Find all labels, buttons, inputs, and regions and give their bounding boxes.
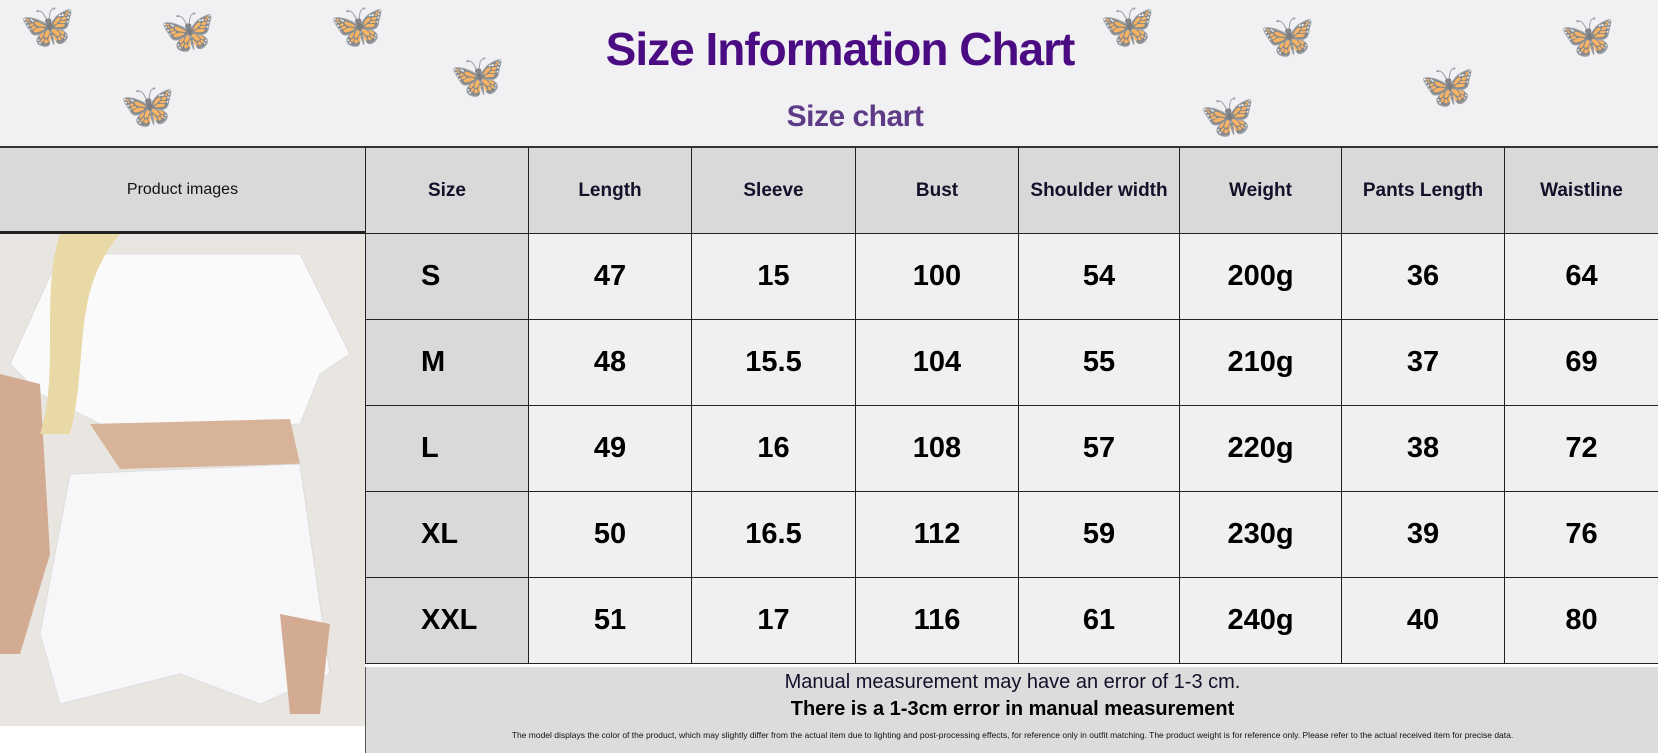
table-cell: 17	[692, 578, 856, 664]
butterfly-icon: 🦋	[20, 2, 75, 51]
table-cell: 69	[1505, 320, 1658, 406]
size-label: XL	[366, 492, 529, 578]
table-cell: 48	[529, 320, 692, 406]
column-header: Pants Length	[1342, 148, 1505, 234]
header-banner: 🦋 🦋 🦋 🦋 🦋 🦋 🦋 🦋 🦋 🦋 Size Information Cha…	[0, 0, 1658, 148]
column-header: Waistline	[1505, 148, 1658, 234]
table-cell: 51	[529, 578, 692, 664]
table-cell: 50	[529, 492, 692, 578]
butterfly-icon: 🦋	[1420, 62, 1475, 111]
table-cell: 220g	[1180, 406, 1342, 492]
table-cell: 47	[529, 234, 692, 320]
table-cell: 55	[1019, 320, 1180, 406]
table-cell: 40	[1342, 578, 1505, 664]
table-cell: 230g	[1180, 492, 1342, 578]
butterfly-icon: 🦋	[1560, 12, 1615, 61]
butterfly-icon: 🦋	[1100, 2, 1155, 51]
size-label: S	[366, 234, 529, 320]
table-cell: 76	[1505, 492, 1658, 578]
product-photo	[0, 234, 365, 726]
table-cell: 104	[856, 320, 1019, 406]
table-cell: 240g	[1180, 578, 1342, 664]
page-title: Size Information Chart	[605, 23, 1076, 75]
table-cell: 54	[1019, 234, 1180, 320]
table-cell: 112	[856, 492, 1019, 578]
table-cell: 36	[1342, 234, 1505, 320]
measurement-note-2: There is a 1-3cm error in manual measure…	[790, 698, 1235, 720]
butterfly-icon: 🦋	[330, 2, 385, 51]
table-cell: 100	[856, 234, 1019, 320]
size-table: Size Length Sleeve Bust Shoulder width Weight…	[365, 148, 1658, 664]
butterfly-icon: 🦋	[1200, 92, 1255, 141]
table-cell: 80	[1505, 578, 1658, 664]
table-cell: 72	[1505, 406, 1658, 492]
table-cell: 108	[856, 406, 1019, 492]
table-cell: 64	[1505, 234, 1658, 320]
column-header: Size	[366, 148, 529, 234]
table-cell: 15	[692, 234, 856, 320]
table-cell: 200g	[1180, 234, 1342, 320]
table-cell: 16	[692, 406, 856, 492]
table-cell: 210g	[1180, 320, 1342, 406]
column-header: Bust	[856, 148, 1019, 234]
table-cell: 61	[1019, 578, 1180, 664]
column-header: Shoulder width	[1019, 148, 1180, 234]
table-cell: 16.5	[692, 492, 856, 578]
table-cell: 39	[1342, 492, 1505, 578]
butterfly-icon: 🦋	[120, 82, 175, 131]
size-label: M	[366, 320, 529, 406]
table-cell: 38	[1342, 406, 1505, 492]
table-cell: 59	[1019, 492, 1180, 578]
table-cell: 15.5	[692, 320, 856, 406]
size-label: XXL	[366, 578, 529, 664]
model-illustration	[0, 234, 365, 726]
butterfly-icon: 🦋	[160, 7, 215, 56]
column-header: Sleeve	[692, 148, 856, 234]
size-label: L	[366, 406, 529, 492]
footer-notes: Manual measurement may have an error of …	[365, 667, 1658, 753]
butterfly-icon: 🦋	[450, 52, 505, 101]
butterfly-icon: 🦋	[1260, 12, 1315, 61]
disclaimer: The model displays the color of the prod…	[511, 730, 1514, 740]
column-header: Length	[529, 148, 692, 234]
page-subtitle: Size chart	[786, 100, 924, 133]
table-cell: 116	[856, 578, 1019, 664]
measurement-note: Manual measurement may have an error of …	[784, 671, 1241, 693]
table-cell: 57	[1019, 406, 1180, 492]
table-cell: 37	[1342, 320, 1505, 406]
table-cell: 49	[529, 406, 692, 492]
column-header: Weight	[1180, 148, 1342, 234]
product-images-header: Product images	[0, 148, 365, 234]
